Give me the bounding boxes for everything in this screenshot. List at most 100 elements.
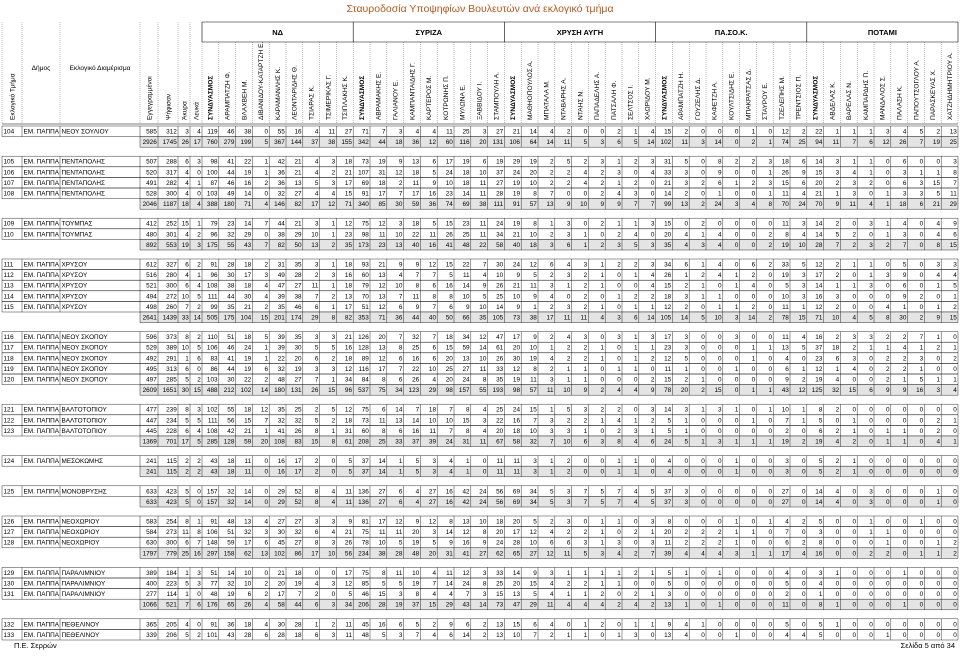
cell-number: 98 — [446, 387, 454, 394]
cell-number: 0 — [903, 469, 907, 476]
cell-number: 5 — [185, 580, 189, 587]
cell-number: 8 — [768, 201, 772, 208]
cell-number: 1 — [718, 570, 722, 577]
cell-number: 32 — [227, 499, 235, 506]
cell-number: 11 — [345, 621, 352, 628]
cell-number: 6 — [399, 488, 403, 495]
cell-number: 1 — [735, 407, 739, 414]
cell-number: 0 — [886, 518, 890, 525]
cell-number: 0 — [869, 231, 873, 238]
cell-number: 4 — [752, 201, 756, 208]
cell-number: 1 — [584, 231, 588, 238]
cell-municipality: ΕΜ. ΠΑΠΠΑ — [24, 570, 60, 577]
cell-number: 2 — [600, 591, 604, 598]
cell-number: 19 — [530, 159, 538, 166]
cell-number: 14 — [194, 314, 202, 321]
cell-number: 23 — [378, 242, 386, 249]
cell-number: 0 — [852, 488, 856, 495]
cell-number: 537 — [358, 387, 369, 394]
cell-id: 106 — [4, 169, 15, 176]
cell-number: 43 — [210, 458, 218, 465]
cell-number: 2 — [936, 428, 940, 435]
cell-number: 4 — [483, 428, 487, 435]
cell-number: 1 — [600, 518, 604, 525]
cell-number: 5 — [533, 518, 537, 525]
cell-number: 0 — [903, 518, 907, 525]
cell-number: 1 — [869, 128, 873, 135]
cell-number: 2 — [197, 469, 201, 476]
cell-municipality: ΕΜ. ΠΑΠΠΑ — [24, 334, 60, 341]
cell-number: 388 — [207, 201, 218, 208]
cell-number: 0 — [953, 458, 957, 465]
cell-number: 32 — [294, 529, 302, 536]
cell-number: 37 — [815, 345, 823, 352]
cell-number: 3 — [701, 242, 705, 249]
cell-number: 6 — [785, 540, 789, 547]
cell-number: 2 — [617, 128, 621, 135]
cell-number: 0 — [869, 293, 873, 300]
cell-number: 241 — [146, 469, 157, 476]
cell-number: 0 — [701, 128, 705, 135]
cell-number: 87 — [210, 180, 218, 187]
cell-number: 2 — [584, 580, 588, 587]
cell-number: 0 — [735, 242, 739, 249]
cell-number: 180 — [274, 387, 285, 394]
cell-number: 33 — [782, 261, 790, 268]
cell-number: 29 — [278, 488, 286, 495]
cell-number: 1 — [903, 428, 907, 435]
cell-number: 5 — [869, 314, 873, 321]
cell-number: 2 — [567, 580, 571, 587]
cell-number: 17 — [182, 438, 190, 445]
cell-number: 102 — [241, 387, 252, 394]
cell-number: 34 — [664, 261, 672, 268]
cell-number: 2 — [836, 272, 840, 279]
cell-number: 2 — [264, 591, 268, 598]
cell-number: 15 — [513, 621, 521, 628]
cell-number: 6 — [752, 261, 756, 268]
cell-number: 32 — [278, 417, 286, 424]
cell-number: 16 — [513, 417, 521, 424]
cell-number: 8 — [936, 242, 940, 249]
cell-number: 4 — [416, 128, 420, 135]
cell-number: 64 — [530, 139, 538, 146]
cell-number: 1 — [197, 518, 201, 525]
cell-number: 0 — [936, 293, 940, 300]
cell-number: 9 — [416, 518, 420, 525]
cell-number: 2 — [550, 334, 554, 341]
cell-number: 18 — [244, 407, 252, 414]
cell-number: 30 — [227, 272, 235, 279]
cell-number: 0 — [264, 499, 268, 506]
cell-id: 121 — [4, 407, 15, 414]
cell-number: 1 — [953, 438, 957, 445]
cell-number: 1 — [886, 438, 890, 445]
cell-number: 7 — [382, 128, 386, 135]
cell-number: 30 — [496, 261, 504, 268]
cell-number: 38 — [294, 293, 302, 300]
cell-number: 488 — [207, 387, 218, 394]
cell-number: 0 — [701, 469, 705, 476]
cell-number: 1 — [953, 417, 957, 424]
cell-number: 48 — [227, 518, 235, 525]
candidate-header: ΑΡΑΜΠΑΤΖΗ Η. — [678, 72, 685, 120]
cell-number: 2 — [567, 128, 571, 135]
cell-number: 3 — [802, 272, 806, 279]
cell-number: 10 — [782, 293, 790, 300]
cell-number: 48 — [362, 632, 370, 639]
cell-number: 2 — [953, 304, 957, 311]
cell-number: 291 — [166, 355, 177, 362]
cell-number: 1 — [634, 355, 638, 362]
cell-district: ΠΕΘΕΛΙΝΟΥ — [62, 632, 101, 639]
cell-number: 3 — [332, 580, 336, 587]
cell-number: 11 — [782, 304, 789, 311]
cell-number: 8 — [416, 283, 420, 290]
cell-number: 10 — [563, 387, 571, 394]
cell-number: 0 — [600, 366, 604, 373]
cell-number: 2 — [684, 529, 688, 536]
cell-number: 3 — [886, 128, 890, 135]
cell-number: 59 — [462, 345, 470, 352]
cell-number: 528 — [146, 190, 157, 197]
cell-number: 1 — [197, 272, 201, 279]
cell-number: 18 — [227, 458, 235, 465]
cell-number: 7 — [785, 529, 789, 536]
cell-number: 24 — [446, 169, 454, 176]
